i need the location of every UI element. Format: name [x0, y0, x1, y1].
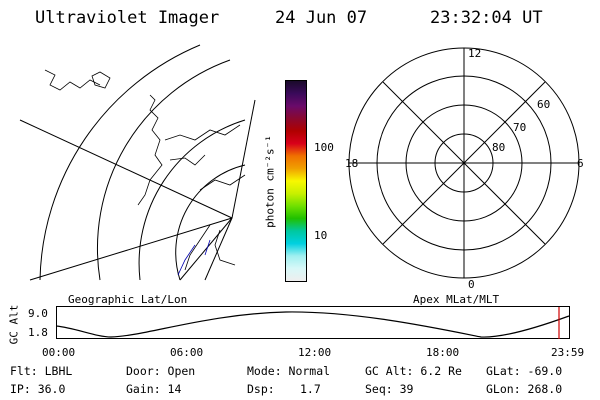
time-tick-1200: 12:00 [298, 346, 332, 359]
door-readout: Door: Open [126, 364, 196, 378]
apex-caption: Apex MLat/MLT [413, 293, 500, 306]
colorbar [285, 80, 307, 282]
app-title: Ultraviolet Imager [35, 8, 220, 28]
time-tick-2359: 23:59 [551, 346, 585, 359]
mlat-label-80: 80 [492, 141, 506, 154]
mlt-label-6: 6 [577, 157, 584, 170]
time-tick-0600: 06:00 [170, 346, 204, 359]
colorbar-tick-10: 10 [314, 229, 328, 242]
altitude-y-max: 9.0 [28, 307, 48, 320]
gc-alt-readout: GC Alt: 6.2 Re [365, 364, 462, 378]
gain-readout: Gain: 14 [126, 382, 182, 396]
ip-readout: IP: 36.0 [10, 382, 66, 396]
altitude-plot [56, 306, 570, 339]
geographic-map [19, 44, 256, 281]
time-tick-0000: 00:00 [42, 346, 76, 359]
altitude-y-min: 1.8 [28, 326, 48, 339]
mlat-label-70: 70 [513, 121, 527, 134]
geographic-caption: Geographic Lat/Lon [68, 293, 188, 306]
colorbar-tick-100: 100 [314, 141, 334, 154]
dsp-value: 1.7 [300, 382, 321, 396]
glon-readout: GLon: 268.0 [486, 382, 563, 396]
time-tick-1800: 18:00 [426, 346, 460, 359]
dsp-label: Dsp: [247, 382, 275, 396]
flt-readout: Flt: LBHL [10, 364, 73, 378]
seq-readout: Seq: 39 [365, 382, 414, 396]
mode-readout: Mode: Normal [247, 364, 331, 378]
colorbar-unit-label: photon cm⁻²s⁻¹ [263, 135, 277, 228]
polar-plot [348, 47, 580, 279]
glat-readout: GLat: -69.0 [486, 364, 563, 378]
mlt-label-12: 12 [468, 47, 482, 60]
time-readout: 23:32:04 UT [430, 8, 543, 28]
mlat-label-60: 60 [537, 98, 551, 111]
mlt-label-0: 0 [468, 278, 475, 291]
altitude-y-label: GC Alt [7, 304, 21, 345]
mlt-label-18: 18 [345, 157, 359, 170]
date-readout: 24 Jun 07 [275, 8, 368, 28]
